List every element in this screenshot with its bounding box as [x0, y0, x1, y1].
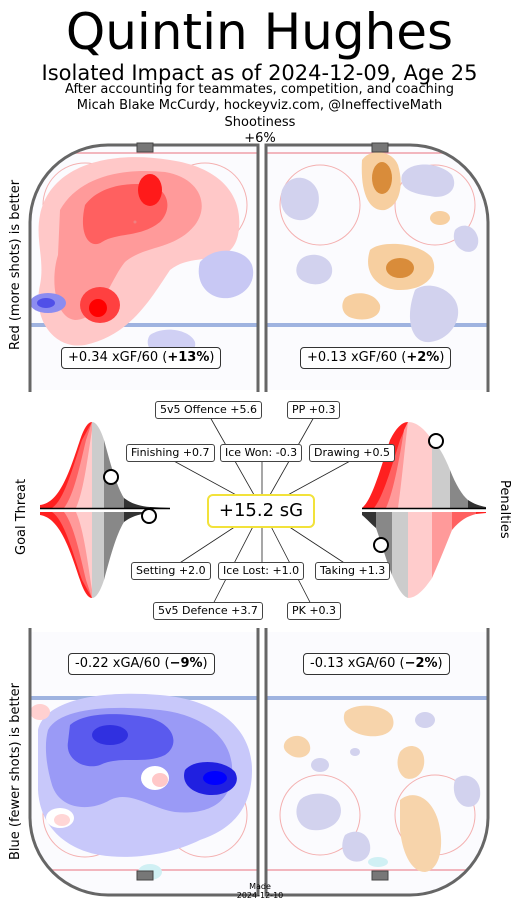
bottom-axis-label: Blue (fewer shots) is better: [8, 683, 23, 860]
defence-pk-stat: -0.13 xGA/60 (−2%): [303, 653, 450, 675]
component-finishing: Finishing +0.7: [126, 444, 215, 462]
total-impact-badge: +15.2 sG: [207, 494, 315, 528]
component-pp: PP +0.3: [287, 401, 341, 419]
page-title: Quintin Hughes: [65, 3, 454, 61]
penalties-drawing-marker: [428, 433, 444, 449]
component-ice-lost: Ice Lost: +1.0: [218, 562, 305, 580]
credit-line-1: After accounting for teammates, competit…: [65, 82, 454, 97]
component-taking: Taking +1.3: [315, 562, 391, 580]
top-axis-label: Red (more shots) is better: [8, 179, 23, 350]
rink-offence-pp: [266, 145, 488, 390]
page-subtitle: Isolated Impact as of 2024-12-09, Age 25: [41, 61, 478, 85]
goal-threat-distribution: [40, 422, 170, 598]
shootiness-value: +6%: [244, 131, 276, 146]
component-pk: PK +0.3: [287, 602, 342, 620]
rink-defence-5v5: [30, 632, 258, 895]
defence-5v5-stat: -0.22 xGA/60 (−9%): [68, 653, 215, 675]
shootiness-label: Shootiness: [224, 115, 296, 130]
component-ice-won: Ice Won: -0.3: [220, 444, 303, 462]
component-5v5-offence: 5v5 Offence +5.6: [155, 401, 263, 419]
goal-threat-label: Goal Threat: [14, 478, 29, 555]
offence-pp-stat: +0.13 xGF/60 (+2%): [300, 347, 452, 369]
goal-threat-defence-marker: [141, 508, 157, 524]
rink-defence-pk: [266, 632, 488, 895]
credit-line-2: Micah Blake McCurdy, hockeyviz.com, @Ine…: [76, 98, 443, 113]
component-drawing: Drawing +0.5: [309, 444, 395, 462]
penalties-taking-marker: [373, 537, 389, 553]
made-stamp: Made 2024-12-10: [236, 882, 284, 900]
offence-5v5-stat: +0.34 xGF/60 (+13%): [61, 347, 222, 369]
penalties-label: Penalties: [497, 480, 512, 539]
component-5v5-defence: 5v5 Defence +3.7: [153, 602, 263, 620]
component-setting: Setting +2.0: [131, 562, 211, 580]
goal-threat-offence-marker: [103, 469, 119, 485]
penalties-distribution: [362, 422, 486, 598]
